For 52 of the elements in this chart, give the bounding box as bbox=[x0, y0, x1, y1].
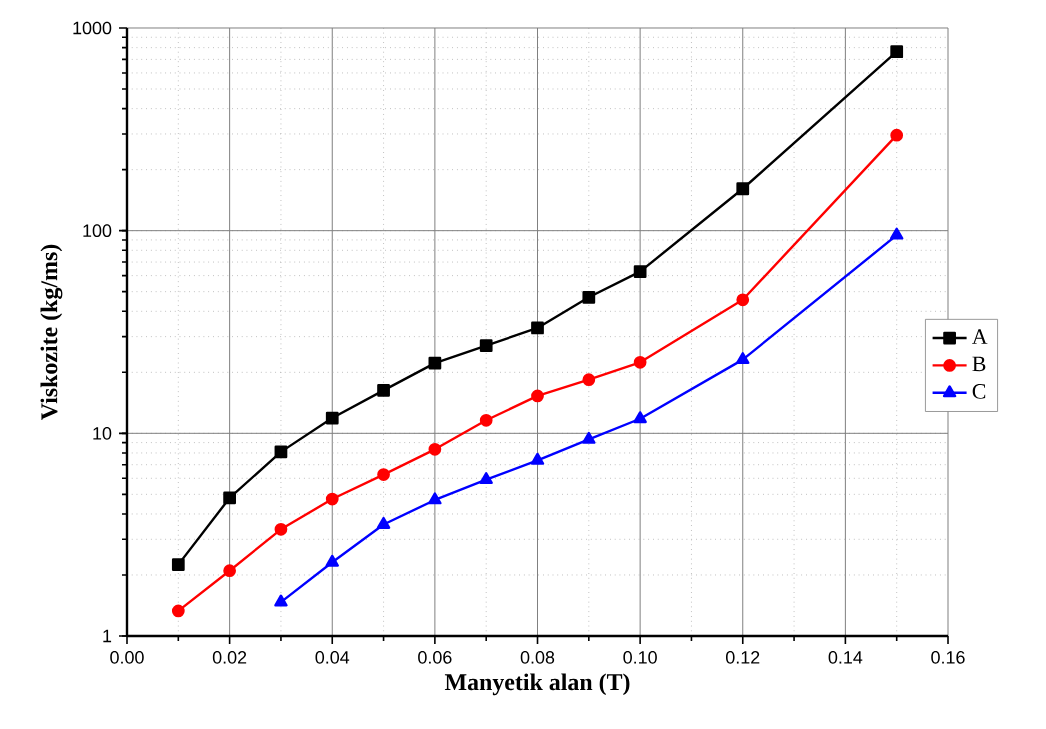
point bbox=[890, 128, 904, 142]
point bbox=[274, 594, 288, 607]
point bbox=[479, 413, 493, 427]
point bbox=[325, 554, 339, 567]
point bbox=[223, 491, 236, 505]
y-tick-label: 1000 bbox=[73, 21, 112, 35]
x-tick-label: 0.16 bbox=[931, 651, 965, 664]
y-axis-title: Viskozite (kg/ms) bbox=[40, 244, 63, 420]
point bbox=[736, 352, 750, 365]
point bbox=[376, 516, 391, 529]
point bbox=[479, 339, 493, 352]
point bbox=[377, 383, 390, 397]
point bbox=[633, 265, 647, 278]
point bbox=[274, 445, 288, 459]
point bbox=[377, 468, 390, 481]
x-tick-label: 0.12 bbox=[725, 651, 760, 664]
x-tick-label: 0.08 bbox=[520, 651, 555, 664]
x-tick-label: 0.06 bbox=[418, 651, 452, 664]
y-tick-label: 1 bbox=[103, 629, 112, 643]
x-tick-label: 0.04 bbox=[315, 651, 350, 664]
x-axis-title: Manyetik alan (T) bbox=[444, 673, 630, 696]
point bbox=[890, 45, 904, 59]
legend-label: A bbox=[972, 329, 988, 344]
y-tick-label: 10 bbox=[93, 426, 112, 440]
legend-label: B bbox=[972, 356, 986, 372]
point bbox=[633, 355, 647, 369]
point bbox=[531, 321, 544, 335]
point bbox=[736, 293, 750, 307]
point bbox=[325, 411, 339, 425]
point bbox=[325, 492, 339, 506]
point bbox=[428, 492, 442, 505]
point bbox=[274, 522, 288, 536]
point bbox=[531, 389, 544, 403]
point bbox=[479, 472, 493, 485]
point bbox=[171, 558, 185, 571]
legend-label: C bbox=[972, 384, 986, 399]
point bbox=[633, 411, 647, 424]
point bbox=[582, 290, 596, 304]
point bbox=[582, 431, 596, 444]
point bbox=[171, 604, 185, 618]
point bbox=[582, 373, 596, 387]
x-tick-label: 0.10 bbox=[623, 651, 657, 664]
point bbox=[530, 452, 545, 465]
x-tick-label: 0.02 bbox=[212, 651, 247, 664]
point bbox=[889, 227, 904, 240]
point bbox=[428, 442, 442, 456]
x-tick-label: 0.14 bbox=[828, 651, 863, 664]
point bbox=[223, 564, 236, 578]
x-tick-label: 0.00 bbox=[110, 651, 144, 664]
y-tick-label: 100 bbox=[83, 224, 112, 238]
point bbox=[428, 356, 442, 370]
point bbox=[736, 182, 750, 196]
